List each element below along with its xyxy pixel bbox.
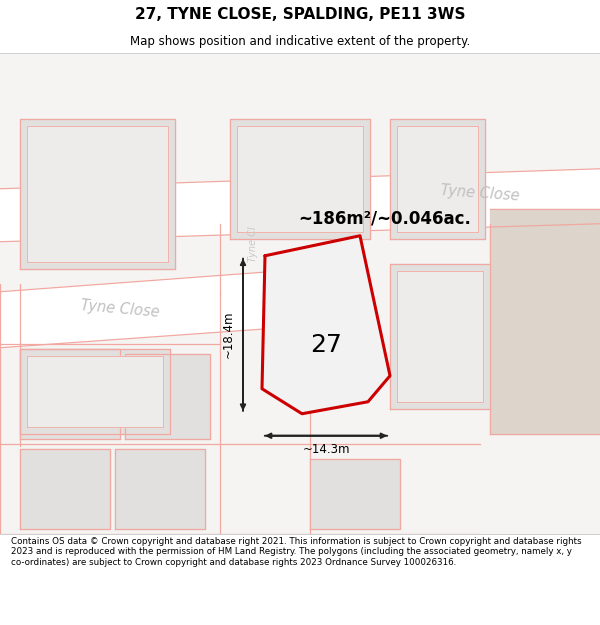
Polygon shape [237,126,363,232]
Polygon shape [310,459,400,529]
Polygon shape [27,126,168,262]
Text: ~18.4m: ~18.4m [221,311,235,359]
Polygon shape [20,119,175,269]
Text: Tyne Cl: Tyne Cl [248,226,258,261]
Text: Contains OS data © Crown copyright and database right 2021. This information is : Contains OS data © Crown copyright and d… [11,537,581,567]
Text: 27, TYNE CLOSE, SPALDING, PE11 3WS: 27, TYNE CLOSE, SPALDING, PE11 3WS [135,8,465,22]
Text: Map shows position and indicative extent of the property.: Map shows position and indicative extent… [130,35,470,48]
Polygon shape [125,354,210,439]
Polygon shape [0,54,600,534]
Polygon shape [390,264,490,409]
Text: ~14.3m: ~14.3m [302,443,350,456]
Polygon shape [490,209,600,434]
Polygon shape [0,169,600,242]
Polygon shape [262,236,390,414]
Polygon shape [262,236,390,414]
Polygon shape [115,449,205,529]
Polygon shape [390,119,485,239]
Text: 27: 27 [311,333,343,357]
Polygon shape [20,449,110,529]
Polygon shape [27,356,163,427]
Text: ~186m²/~0.046ac.: ~186m²/~0.046ac. [298,210,471,227]
Polygon shape [0,269,310,348]
Polygon shape [230,119,370,239]
Polygon shape [397,126,478,232]
Text: Tyne Close: Tyne Close [80,298,160,319]
Text: Tyne Close: Tyne Close [440,184,520,204]
Polygon shape [20,349,120,439]
Polygon shape [20,349,170,434]
Polygon shape [397,271,483,402]
